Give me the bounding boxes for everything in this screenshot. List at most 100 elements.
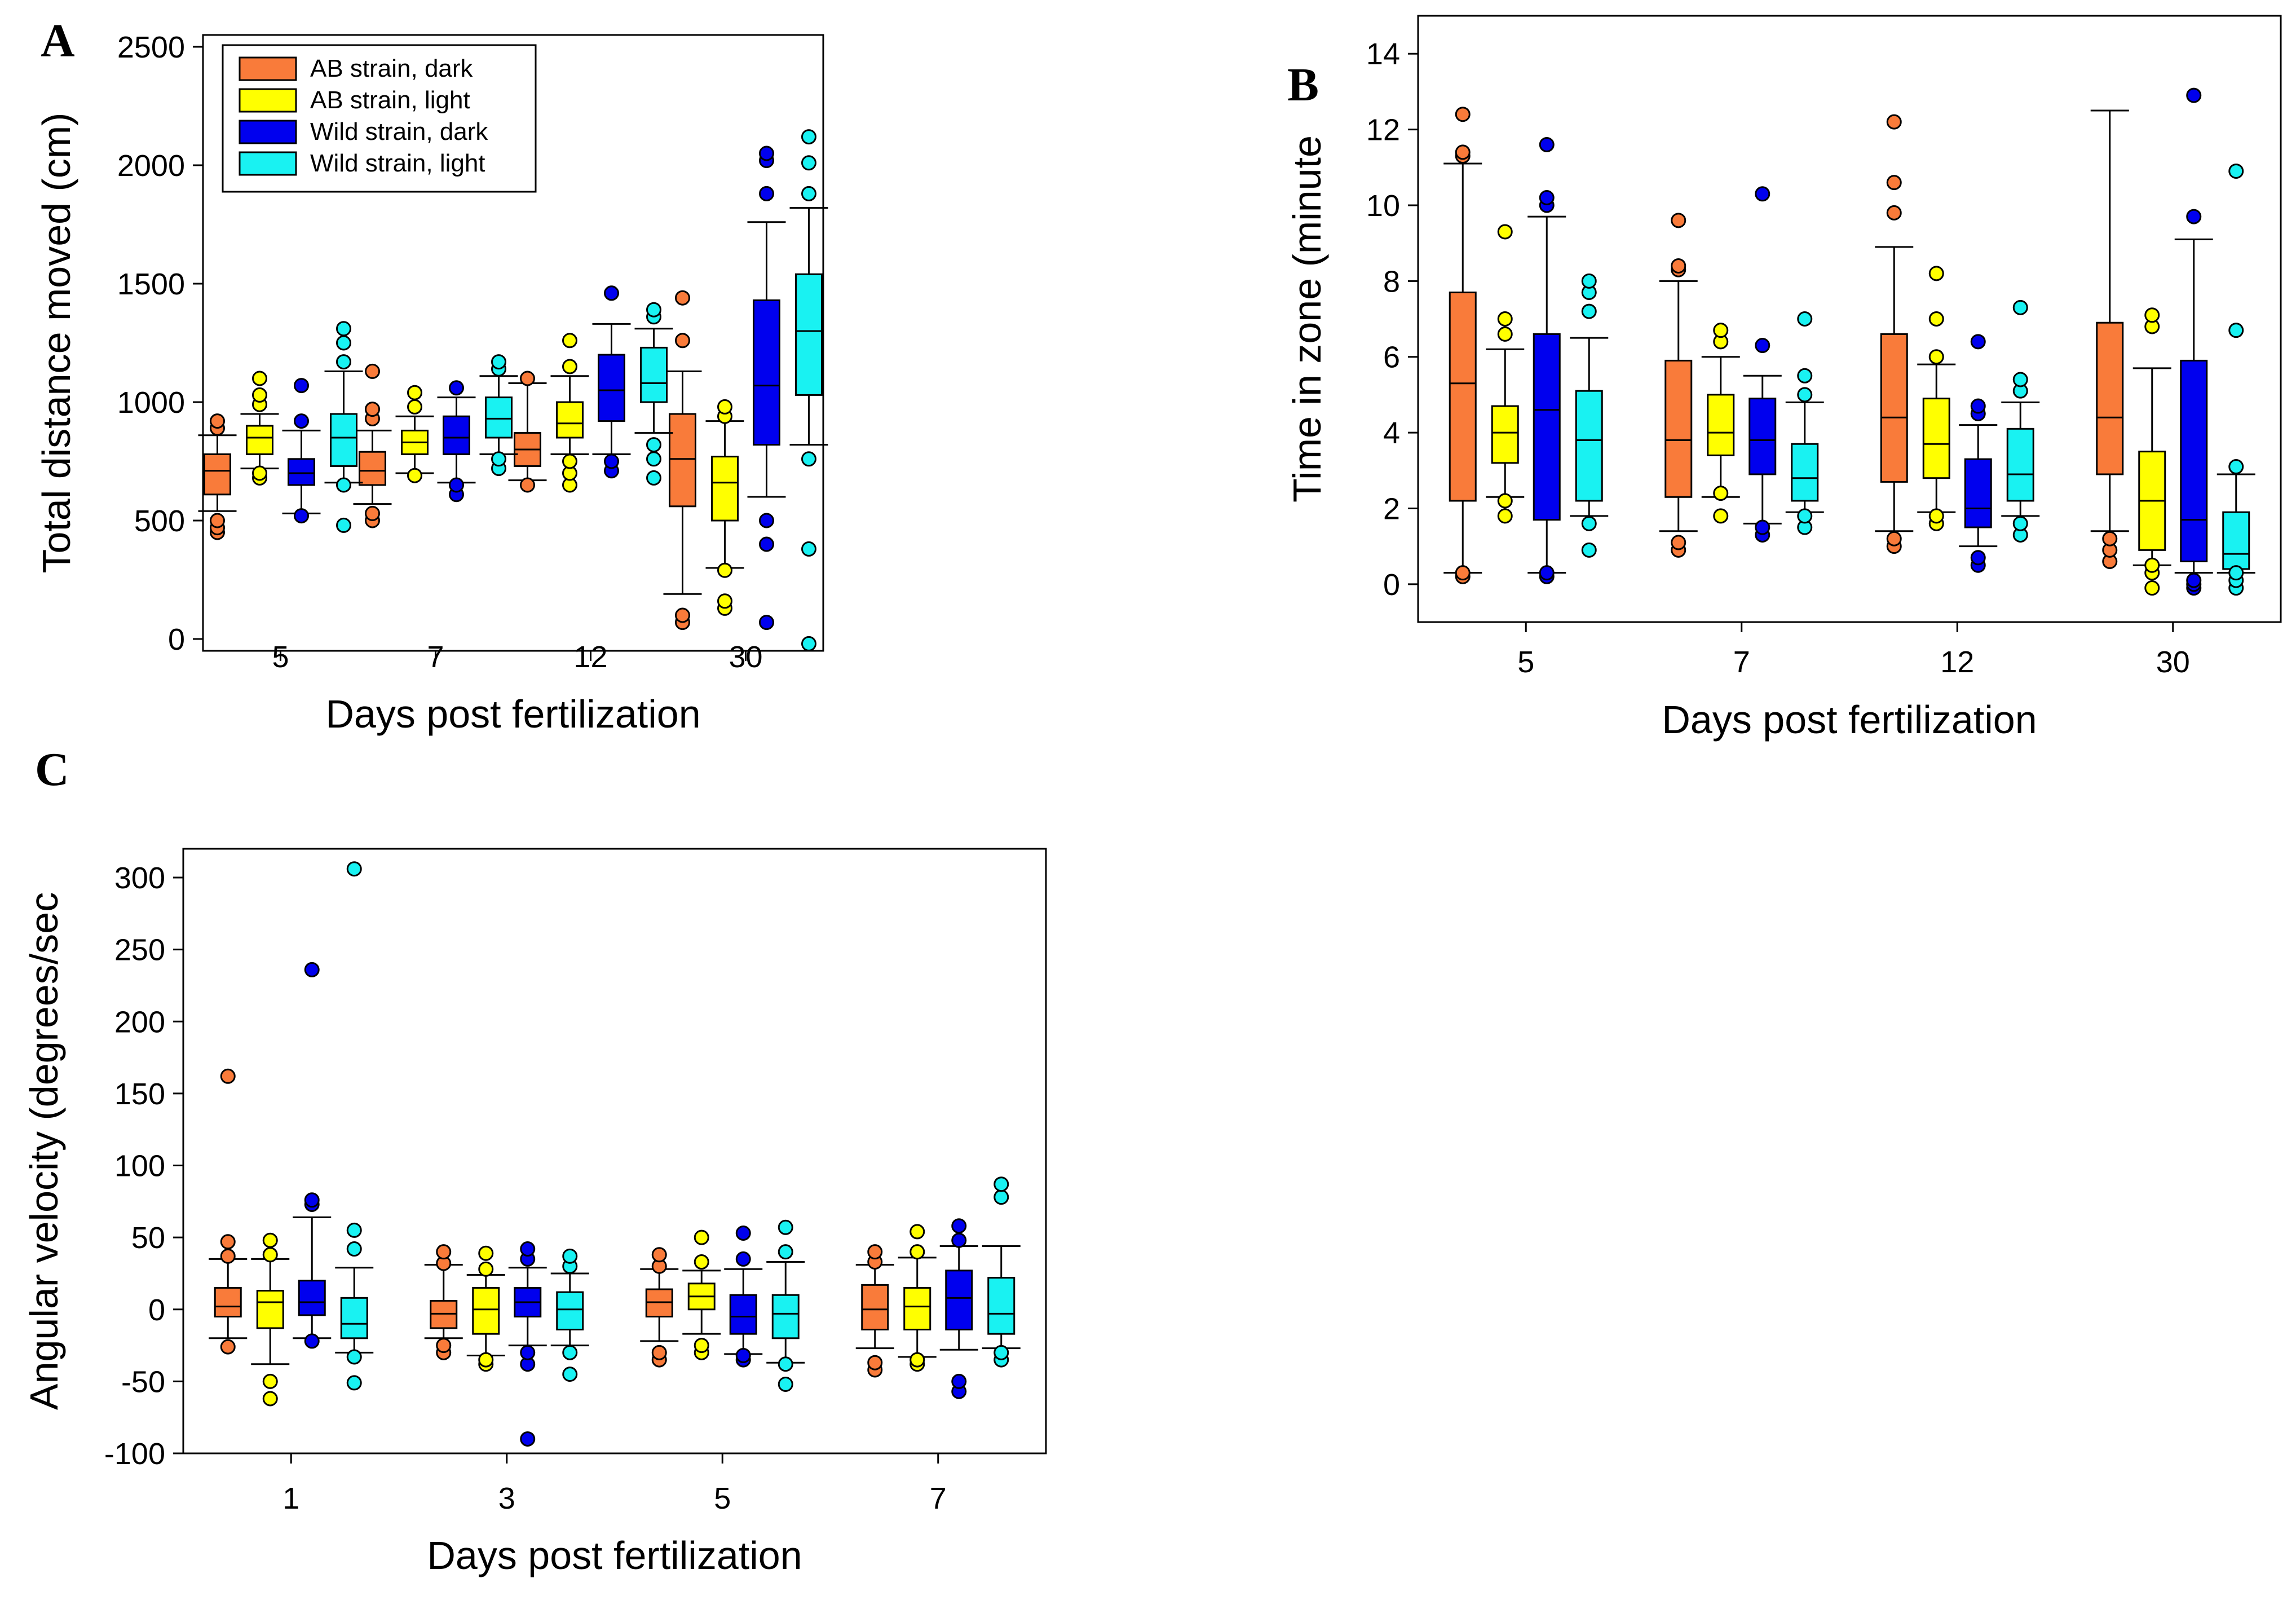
outlier-point [1671, 535, 1686, 550]
outlier-point [1671, 258, 1686, 274]
box-iqr [256, 1290, 284, 1329]
outlier-point [801, 636, 816, 651]
box-plot [2174, 87, 2213, 596]
box-plot [2132, 307, 2171, 596]
outlier-point [2144, 307, 2160, 323]
outlier-point [478, 1245, 494, 1261]
outlier-point [778, 1356, 793, 1372]
box-plot [335, 861, 374, 1391]
y-tick-label: -50 [121, 1365, 165, 1399]
box-iqr [1664, 359, 1693, 498]
box-iqr [1922, 398, 1950, 479]
outlier-point [2228, 459, 2244, 475]
outlier-point [1581, 273, 1597, 289]
outlier-point [304, 1192, 320, 1208]
y-tick-label: 6 [1383, 341, 1400, 374]
outlier-point [304, 962, 320, 977]
outlier-point [867, 1355, 883, 1370]
outlier-point [1886, 205, 1902, 221]
outlier-point [436, 1244, 452, 1260]
outlier-point [994, 1345, 1009, 1360]
series-4 [324, 129, 828, 651]
box-iqr [246, 425, 273, 455]
outlier-point [252, 371, 267, 386]
outlier-point [294, 508, 309, 524]
box-iqr [2180, 359, 2208, 562]
outlier-point [2012, 515, 2028, 531]
outlier-point [346, 861, 362, 877]
box-plot [982, 1176, 1021, 1368]
outlier-point [778, 1376, 793, 1392]
outlier-point [951, 1218, 967, 1234]
box-plot [324, 321, 363, 533]
box-plot [198, 413, 237, 540]
box-iqr [556, 1291, 584, 1330]
outlier-point [1928, 266, 1944, 281]
outlier-point [520, 1345, 536, 1360]
box-iqr [669, 413, 696, 508]
outlier-point [562, 1248, 578, 1264]
box-plot [766, 1219, 805, 1392]
outlier-point [491, 354, 506, 370]
outlier-point [520, 1431, 536, 1447]
outlier-point [407, 468, 422, 483]
outlier-point [1539, 565, 1555, 581]
series-3 [293, 962, 978, 1447]
outlier-point [478, 1261, 494, 1277]
legend-swatch [239, 120, 297, 144]
outlier-point [759, 536, 774, 552]
box-plot [550, 333, 589, 493]
outlier-point [1928, 349, 1944, 365]
box-iqr [1449, 291, 1477, 502]
series-2 [240, 333, 744, 616]
outlier-point [262, 1247, 278, 1263]
box-plot [634, 302, 673, 486]
outlier-point [1797, 368, 1813, 384]
y-tick-label: 0 [1383, 568, 1400, 602]
box-iqr [2006, 427, 2034, 502]
outlier-point [2228, 565, 2244, 581]
box-plot [479, 354, 518, 477]
box-plot [1443, 107, 1482, 584]
box-plot [353, 363, 392, 528]
outlier-point [759, 146, 774, 161]
x-tick-label: 12 [573, 640, 607, 674]
outlier-point [1581, 303, 1597, 319]
series-4 [1570, 163, 2255, 596]
box-iqr [711, 456, 739, 522]
box-plot [1875, 114, 1914, 554]
outlier-point [2228, 163, 2244, 179]
box-iqr [640, 346, 668, 403]
box-plot [508, 1241, 547, 1447]
y-tick-label: 300 [114, 861, 165, 895]
outlier-point [336, 321, 351, 337]
outlier-point [1455, 144, 1471, 160]
box-plot [705, 399, 744, 616]
y-tick-label: 50 [131, 1221, 165, 1255]
outlier-point [407, 399, 422, 415]
outlier-point [694, 1254, 709, 1270]
box-plot [1527, 136, 1566, 584]
outlier-point [252, 387, 267, 403]
outlier-point [562, 359, 577, 374]
outlier-point [1713, 508, 1729, 524]
box-plot [2216, 163, 2255, 596]
box-iqr [298, 1280, 326, 1316]
outlier-point [717, 562, 732, 578]
outlier-point [1713, 323, 1729, 338]
box-plot [939, 1218, 978, 1399]
x-tick-label: 7 [1733, 645, 1750, 679]
outlier-point [520, 1241, 536, 1257]
outlier-point [294, 413, 309, 429]
box-iqr [1575, 390, 1603, 502]
outlier-point [2102, 531, 2118, 546]
series-4 [335, 861, 1021, 1392]
y-tick-label: 500 [134, 504, 185, 538]
x-tick-label: 7 [930, 1482, 947, 1515]
outlier-point [694, 1338, 709, 1354]
box-plot [640, 1247, 679, 1368]
outlier-point [651, 1345, 667, 1360]
plot-frame [1417, 15, 2282, 623]
outlier-point [735, 1225, 751, 1241]
y-tick-label: 8 [1383, 265, 1400, 298]
